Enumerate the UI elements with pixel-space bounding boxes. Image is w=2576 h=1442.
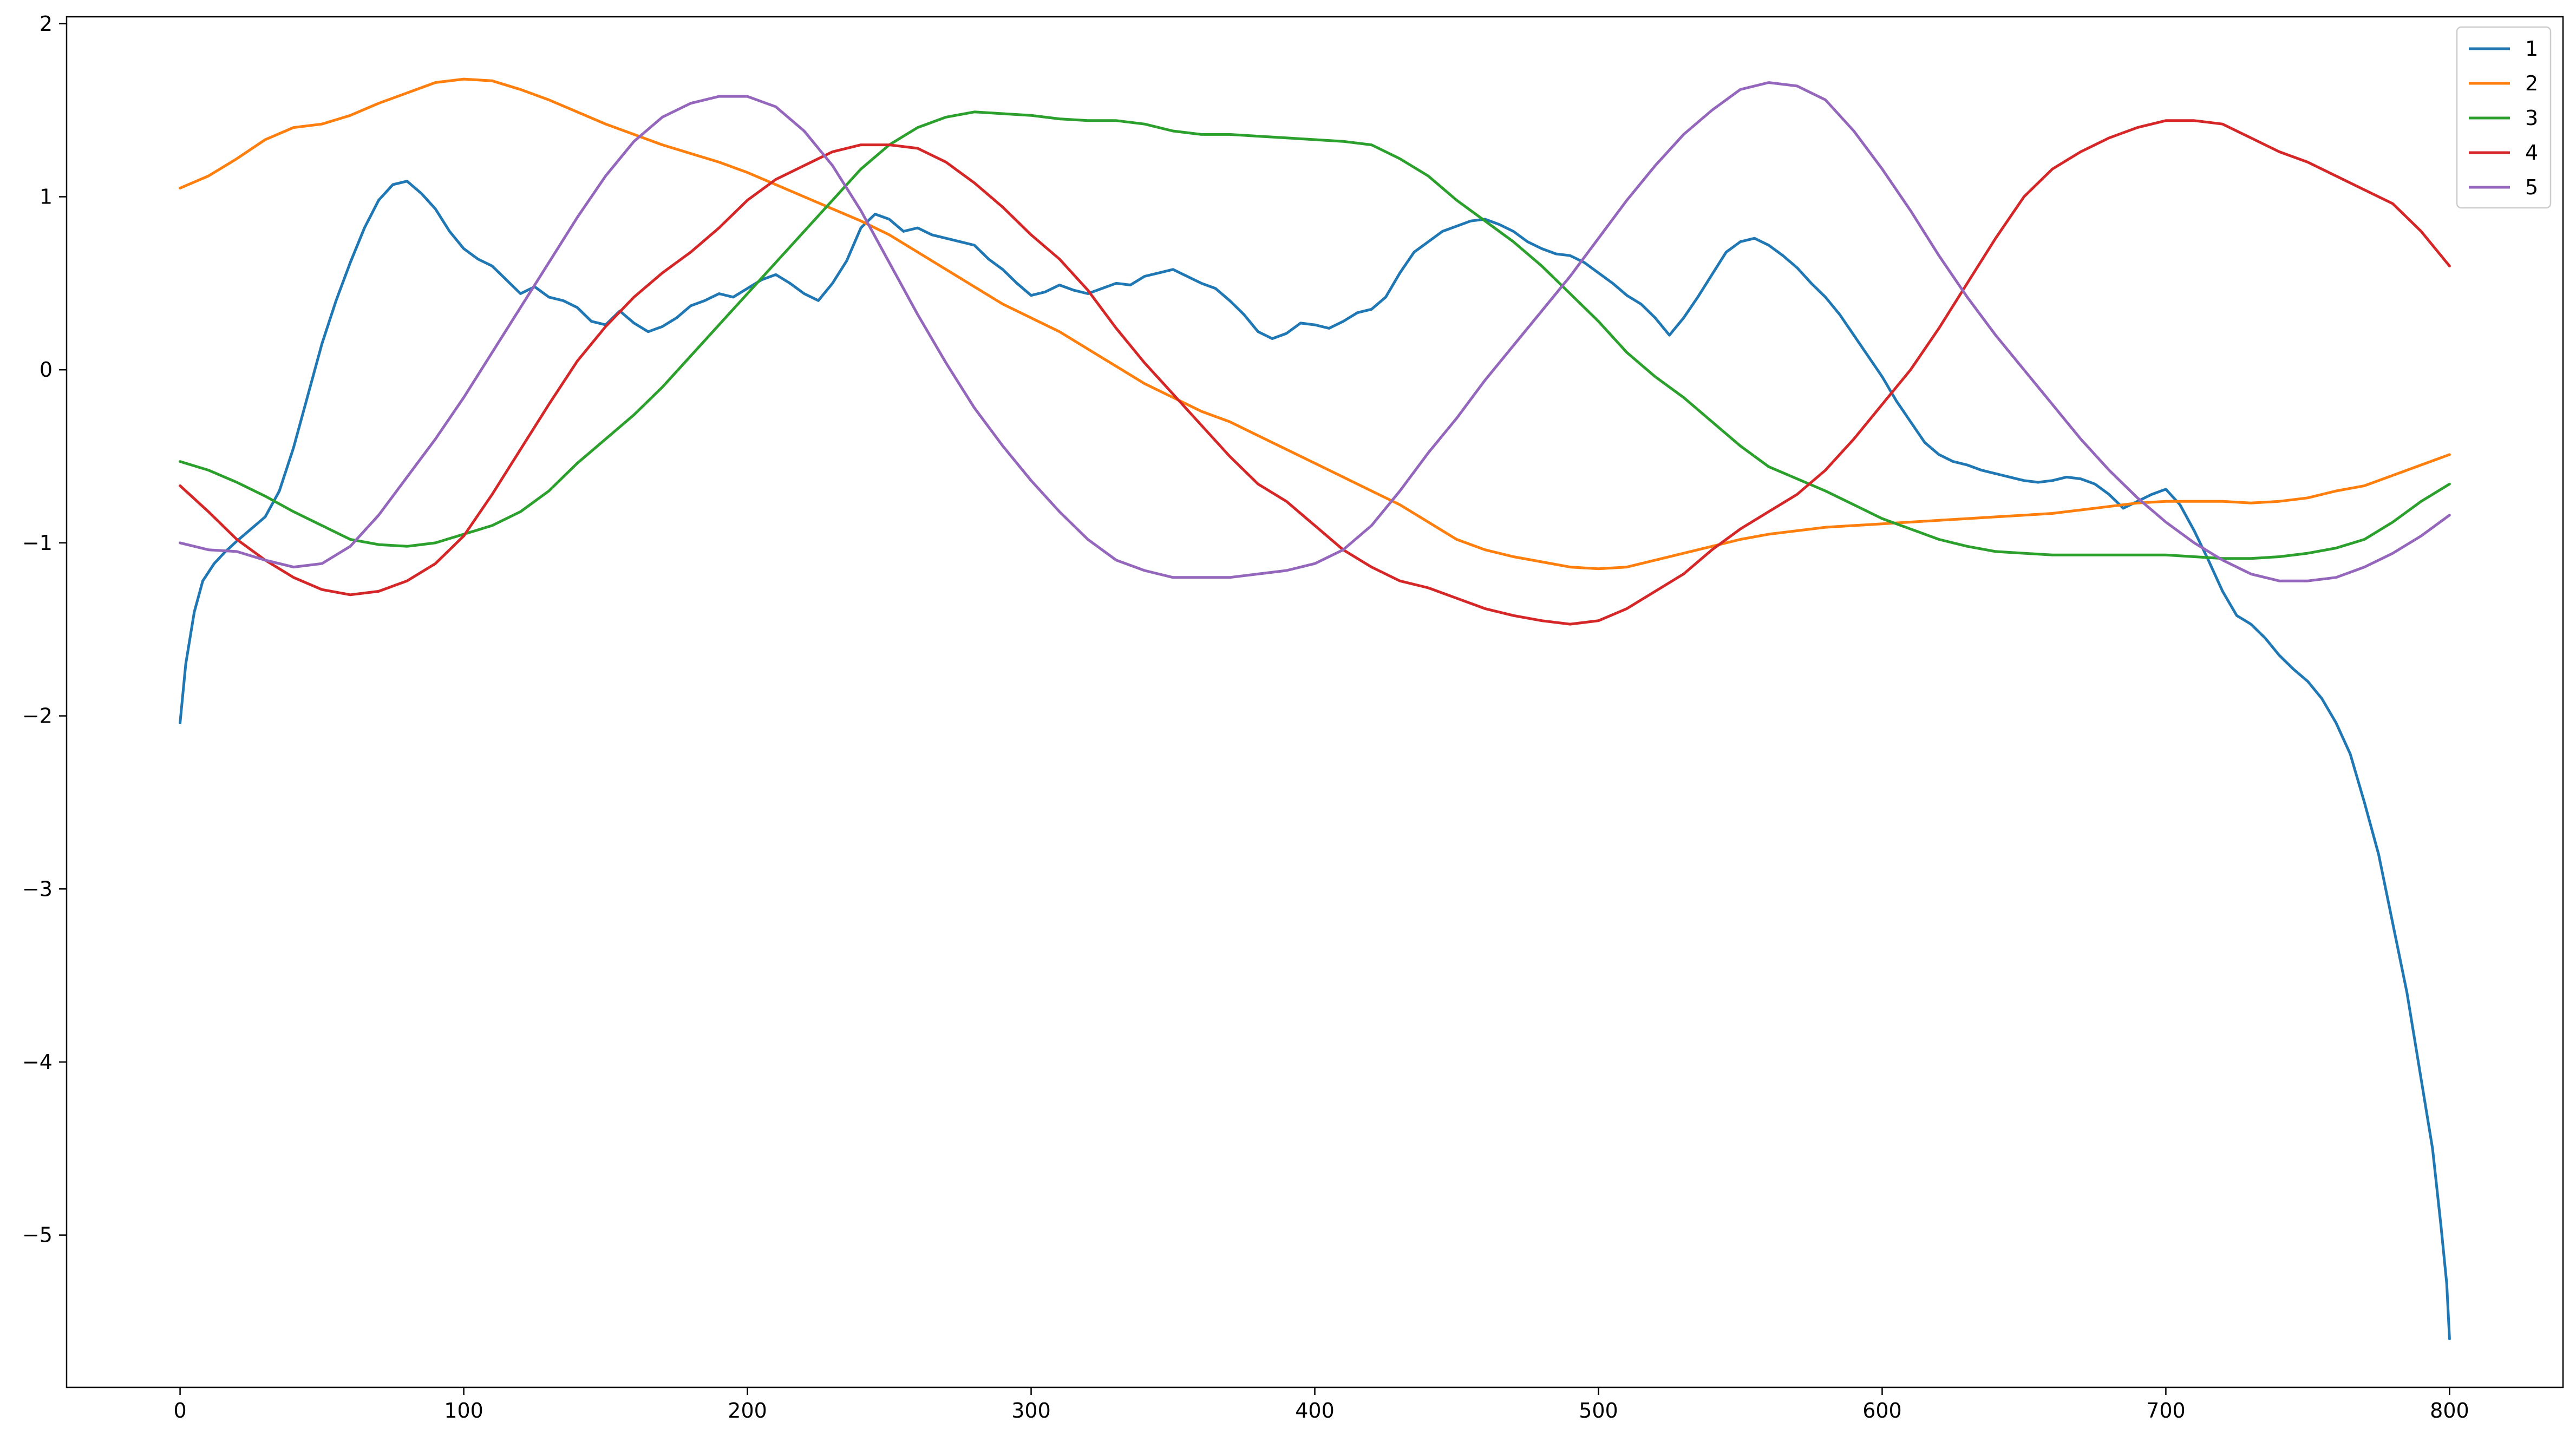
- y-tick-label: 2: [40, 12, 53, 36]
- legend-label-1: 1: [2525, 37, 2538, 61]
- y-tick-label: −3: [22, 877, 53, 901]
- series-line-5: [179, 81, 2451, 582]
- y-tick-label: −5: [22, 1223, 53, 1247]
- x-tick-label: 100: [444, 1399, 483, 1423]
- series-line-4: [179, 119, 2451, 626]
- legend: 1 2 3 4 5: [2456, 26, 2552, 209]
- legend-label-4: 4: [2525, 141, 2538, 165]
- axes-layer: 0 100 200 300 400 500 600 700 800 −5 −4 −3 −2 −1 0 1 2: [22, 12, 2564, 1423]
- x-tick-label: 600: [1862, 1399, 1902, 1423]
- x-tick-label: 0: [173, 1399, 186, 1423]
- series-line-1: [179, 180, 2451, 1340]
- x-tick-label: 300: [1011, 1399, 1051, 1423]
- y-tick-label: 1: [40, 185, 53, 208]
- x-tick-label: 500: [1579, 1399, 1618, 1423]
- y-tick-label: −2: [22, 704, 53, 728]
- x-tick-label: 800: [2430, 1399, 2469, 1423]
- x-tick-label: 700: [2146, 1399, 2186, 1423]
- x-tick-label: 400: [1295, 1399, 1335, 1423]
- legend-label-2: 2: [2525, 71, 2538, 95]
- series-layer: [179, 77, 2451, 1340]
- y-tick-label: 0: [40, 358, 53, 382]
- x-tick-label: 200: [728, 1399, 767, 1423]
- y-tick-label: −4: [22, 1050, 53, 1074]
- series-line-3: [179, 110, 2451, 560]
- series-line-2: [179, 77, 2451, 571]
- legend-label-5: 5: [2525, 175, 2538, 199]
- legend-label-3: 3: [2525, 106, 2538, 130]
- y-tick-label: −1: [22, 531, 53, 555]
